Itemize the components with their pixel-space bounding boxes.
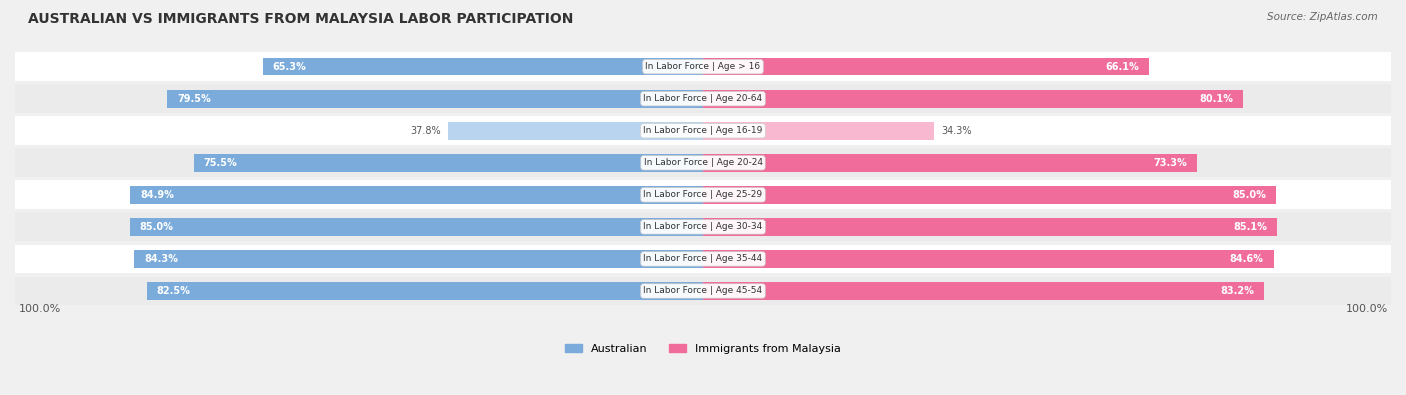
Text: 79.5%: 79.5% xyxy=(177,94,211,104)
Bar xyxy=(703,90,1243,107)
Bar xyxy=(146,282,703,300)
Text: 84.9%: 84.9% xyxy=(141,190,174,200)
Text: In Labor Force | Age 20-24: In Labor Force | Age 20-24 xyxy=(644,158,762,167)
Bar xyxy=(703,122,935,139)
Bar xyxy=(11,245,1395,273)
Bar xyxy=(449,122,703,139)
Bar xyxy=(263,58,703,75)
Text: AUSTRALIAN VS IMMIGRANTS FROM MALAYSIA LABOR PARTICIPATION: AUSTRALIAN VS IMMIGRANTS FROM MALAYSIA L… xyxy=(28,12,574,26)
Text: 34.3%: 34.3% xyxy=(941,126,972,136)
Text: 73.3%: 73.3% xyxy=(1153,158,1187,168)
Text: In Labor Force | Age 45-54: In Labor Force | Age 45-54 xyxy=(644,286,762,295)
Text: In Labor Force | Age 35-44: In Labor Force | Age 35-44 xyxy=(644,254,762,263)
Bar xyxy=(703,186,1277,204)
Bar xyxy=(703,250,1274,268)
Bar xyxy=(703,154,1198,171)
Bar xyxy=(135,250,703,268)
Text: 84.6%: 84.6% xyxy=(1230,254,1264,264)
Bar xyxy=(11,276,1395,305)
Text: 37.8%: 37.8% xyxy=(411,126,441,136)
Text: In Labor Force | Age > 16: In Labor Force | Age > 16 xyxy=(645,62,761,71)
Text: In Labor Force | Age 30-34: In Labor Force | Age 30-34 xyxy=(644,222,762,231)
Text: 65.3%: 65.3% xyxy=(273,62,307,71)
Text: 66.1%: 66.1% xyxy=(1105,62,1139,71)
Text: In Labor Force | Age 20-64: In Labor Force | Age 20-64 xyxy=(644,94,762,103)
Text: Source: ZipAtlas.com: Source: ZipAtlas.com xyxy=(1267,12,1378,22)
Text: 75.5%: 75.5% xyxy=(204,158,238,168)
Bar xyxy=(131,186,703,204)
Text: 85.1%: 85.1% xyxy=(1233,222,1267,232)
Text: 85.0%: 85.0% xyxy=(139,222,174,232)
Bar xyxy=(703,282,1264,300)
Bar xyxy=(703,218,1277,236)
Text: 83.2%: 83.2% xyxy=(1220,286,1254,296)
Text: 100.0%: 100.0% xyxy=(1346,304,1388,314)
Bar xyxy=(703,58,1149,75)
Legend: Australian, Immigrants from Malaysia: Australian, Immigrants from Malaysia xyxy=(561,339,845,359)
Bar xyxy=(129,218,703,236)
Bar xyxy=(194,154,703,171)
Bar xyxy=(11,52,1395,81)
Text: 80.1%: 80.1% xyxy=(1199,94,1233,104)
Text: In Labor Force | Age 25-29: In Labor Force | Age 25-29 xyxy=(644,190,762,199)
Bar xyxy=(11,84,1395,113)
Bar xyxy=(11,213,1395,241)
Bar xyxy=(167,90,703,107)
Text: 82.5%: 82.5% xyxy=(156,286,191,296)
Bar xyxy=(11,181,1395,209)
Text: 84.3%: 84.3% xyxy=(145,254,179,264)
Text: In Labor Force | Age 16-19: In Labor Force | Age 16-19 xyxy=(644,126,762,135)
Text: 100.0%: 100.0% xyxy=(18,304,60,314)
Text: 85.0%: 85.0% xyxy=(1232,190,1267,200)
Bar xyxy=(11,149,1395,177)
Bar xyxy=(11,117,1395,145)
